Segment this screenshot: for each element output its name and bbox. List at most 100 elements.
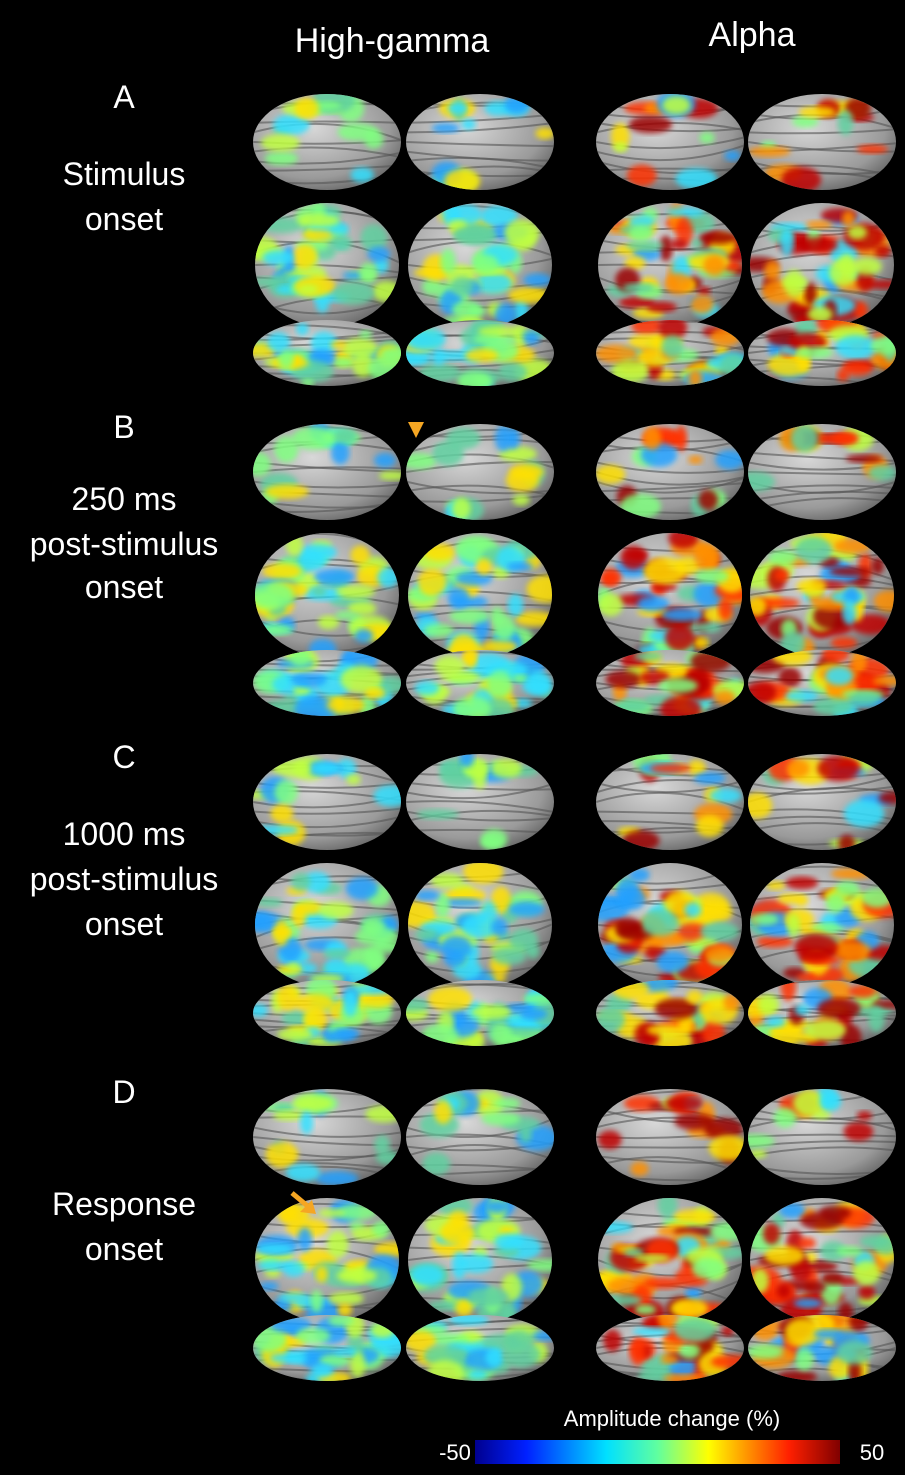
activation-blob <box>478 326 521 336</box>
activation-blob <box>665 624 695 651</box>
activation-blob <box>476 558 492 575</box>
activation-blob <box>656 951 688 973</box>
activation-blob <box>803 1281 826 1292</box>
activation-blob <box>346 877 379 900</box>
activation-blob <box>473 254 498 273</box>
activation-blob <box>506 562 533 570</box>
activation-blob <box>615 918 642 936</box>
activation-blob <box>709 789 741 803</box>
column-header: High-gamma <box>295 22 490 60</box>
activation-blob <box>424 624 454 637</box>
activation-blob <box>698 286 710 295</box>
activation-blob <box>778 893 802 903</box>
activation-blob <box>298 285 318 294</box>
panel-label: onset <box>85 1231 163 1267</box>
activation-blob <box>291 672 327 687</box>
activation-blob <box>696 546 709 558</box>
activation-blob <box>294 98 319 120</box>
activation-blob <box>299 544 337 561</box>
activation-blob <box>857 1111 872 1120</box>
activation-blob <box>822 1272 844 1285</box>
activation-blob <box>506 469 539 492</box>
activation-blob <box>638 596 670 611</box>
colorbar-title: Amplitude change (%) <box>564 1406 780 1431</box>
activation-blob <box>635 1305 656 1315</box>
panel-label: onset <box>85 201 163 237</box>
activation-blob <box>324 958 347 976</box>
activation-blob <box>298 1228 312 1252</box>
activation-blob <box>665 1096 702 1111</box>
activation-blob <box>293 1095 333 1111</box>
activation-blob <box>350 1352 365 1378</box>
activation-blob <box>355 629 373 643</box>
activation-blob <box>446 427 480 449</box>
activation-blob <box>696 815 724 837</box>
activation-blob <box>415 681 440 695</box>
activation-blob <box>337 1269 377 1283</box>
activation-blob <box>793 1299 822 1308</box>
activation-blob <box>774 1108 797 1128</box>
activation-blob <box>699 232 736 244</box>
activation-blob <box>513 495 530 506</box>
activation-blob <box>351 545 370 564</box>
activation-blob <box>485 1200 508 1213</box>
activation-blob <box>455 1299 472 1316</box>
activation-blob <box>495 1098 521 1109</box>
activation-blob <box>785 877 818 890</box>
column-header: Alpha <box>709 16 796 54</box>
activation-blob <box>362 919 386 934</box>
activation-blob <box>749 146 791 156</box>
activation-blob <box>650 764 691 773</box>
activation-blob <box>448 103 468 114</box>
panel-label: post-stimulus <box>30 526 219 562</box>
activation-blob <box>262 250 294 266</box>
activation-blob <box>294 687 311 695</box>
activation-blob <box>422 278 442 295</box>
activation-blob <box>323 949 351 958</box>
activation-blob <box>679 1343 700 1359</box>
activation-blob <box>796 579 826 593</box>
activation-blob <box>437 351 468 361</box>
activation-blob <box>426 951 439 963</box>
activation-blob <box>502 1342 540 1368</box>
colorbar-max: 50 <box>860 1440 884 1465</box>
activation-blob <box>835 335 875 359</box>
activation-blob <box>797 238 838 253</box>
activation-blob <box>318 615 339 629</box>
activation-blob <box>698 490 718 510</box>
activation-blob <box>629 334 666 349</box>
activation-blob <box>374 453 395 468</box>
activation-blob <box>763 1223 780 1245</box>
activation-blob <box>312 586 326 596</box>
activation-blob <box>795 537 832 564</box>
activation-blob <box>844 1122 874 1141</box>
activation-blob <box>694 772 726 784</box>
activation-blob <box>644 1277 683 1289</box>
activation-blob <box>629 225 653 241</box>
activation-blob <box>766 1017 785 1028</box>
activation-blob <box>492 947 526 964</box>
activation-blob <box>847 225 866 239</box>
activation-blob <box>300 1111 313 1134</box>
activation-blob <box>825 667 853 686</box>
activation-blob <box>868 1006 884 1032</box>
activation-blob <box>334 223 349 235</box>
activation-blob <box>695 623 721 632</box>
activation-blob <box>791 424 818 452</box>
activation-blob <box>844 800 884 828</box>
activation-blob <box>359 330 371 338</box>
activation-blob <box>434 1100 452 1124</box>
activation-blob <box>724 151 740 161</box>
activation-blob <box>841 361 873 376</box>
activation-blob <box>699 132 714 143</box>
activation-blob <box>658 678 698 693</box>
activation-blob <box>829 567 873 576</box>
activation-blob <box>333 282 375 305</box>
activation-blob <box>311 762 341 774</box>
activation-blob <box>764 1246 804 1266</box>
activation-blob <box>603 1330 621 1352</box>
activation-blob <box>295 276 336 296</box>
activation-blob <box>441 936 472 959</box>
brain <box>595 424 744 520</box>
activation-blob <box>351 167 374 182</box>
